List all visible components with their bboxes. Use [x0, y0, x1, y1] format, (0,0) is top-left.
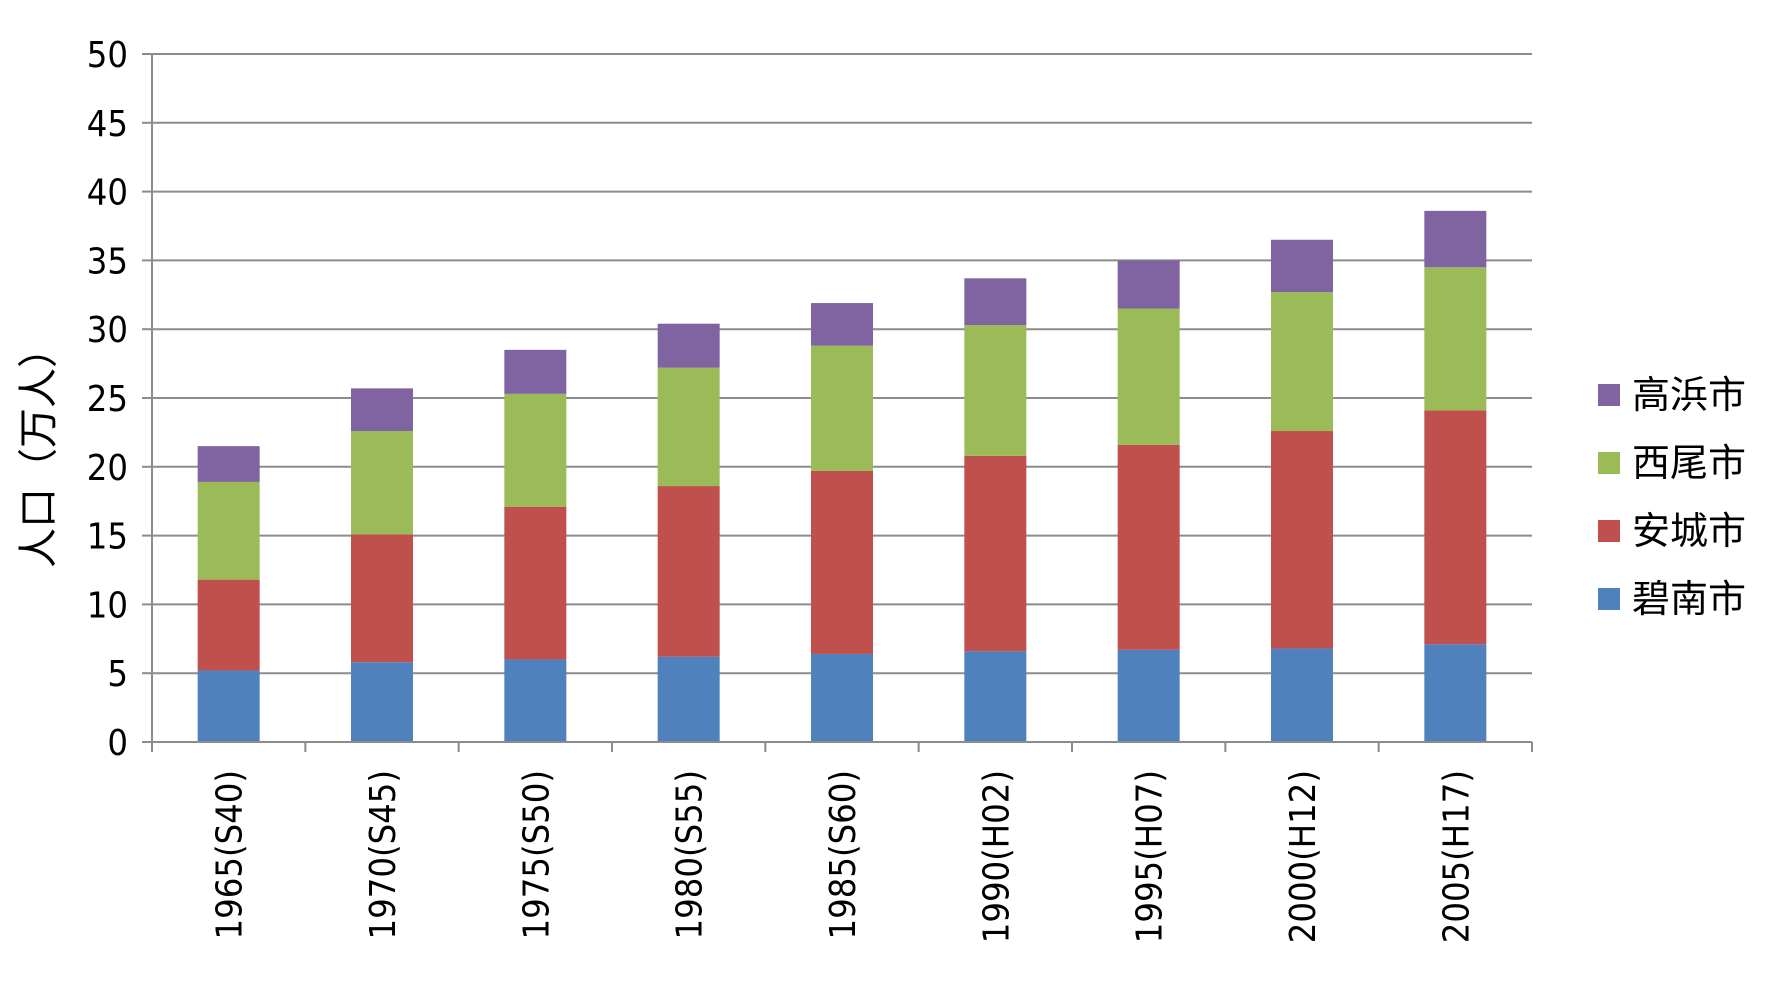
legend-swatch — [1598, 384, 1620, 406]
bar-segment — [1424, 410, 1487, 645]
bar-segment — [1424, 210, 1487, 268]
y-tick-label: 25 — [87, 379, 128, 420]
bar-segment — [197, 670, 260, 742]
bar-segment — [964, 278, 1027, 326]
legend-label: 西尾市 — [1632, 441, 1746, 485]
bar-segment — [197, 446, 260, 482]
bar-segment — [1271, 431, 1333, 649]
y-tick-label: 10 — [87, 585, 128, 626]
legend-label: 安城市 — [1632, 509, 1746, 553]
y-tick-label: 45 — [87, 104, 128, 145]
y-tick-labels: 0 5 10 15 20 25 30 35 40 45 50 — [87, 35, 128, 764]
legend-swatch — [1598, 520, 1620, 542]
y-tick-label: 30 — [87, 310, 128, 351]
axes — [142, 53, 1533, 752]
bar-segment — [1117, 649, 1180, 742]
bar-segment — [1424, 267, 1487, 411]
y-tick-label: 35 — [87, 241, 128, 282]
bar-segment — [811, 303, 873, 346]
x-category-label: 1985(S60) — [823, 770, 864, 939]
bar-segment — [1271, 239, 1333, 293]
legend-swatch — [1598, 588, 1620, 610]
bar-segment — [351, 662, 413, 742]
x-category-label: 2005(H17) — [1436, 770, 1477, 943]
x-category-label: 2000(H12) — [1283, 770, 1324, 943]
bar-segment — [964, 651, 1027, 742]
bar-segment — [504, 506, 567, 660]
x-category-label: 1965(S40) — [210, 770, 251, 939]
y-axis-title: 人口（万人） — [16, 328, 62, 568]
x-category-label: 1980(S55) — [670, 770, 711, 939]
bar-segment — [1117, 308, 1180, 445]
bar-segment — [811, 345, 873, 471]
y-tick-label: 15 — [87, 517, 128, 558]
bar-segment — [1424, 644, 1487, 742]
x-category-labels: 1965(S40) 1970(S45) 1975(S50) 1980(S55) 1985… — [210, 770, 1478, 943]
bar-segment — [197, 579, 260, 671]
y-tick-label: 20 — [87, 448, 128, 489]
x-category-label: 1995(H07) — [1130, 770, 1171, 943]
legend-label: 碧南市 — [1632, 577, 1746, 621]
bar-segment — [504, 393, 567, 507]
bar-segment — [657, 367, 720, 487]
bar-segment — [504, 349, 567, 394]
y-tick-label: 0 — [107, 723, 128, 764]
x-category-label: 1970(S45) — [363, 770, 404, 939]
bar-segment — [504, 659, 567, 742]
bar-segment — [1271, 648, 1333, 742]
bar-segment — [1117, 444, 1180, 650]
y-tick-label: 50 — [87, 35, 128, 76]
bar-segment — [351, 431, 413, 535]
bar-segment — [351, 534, 413, 663]
y-tick-label: 5 — [107, 654, 128, 695]
x-category-label: 1975(S50) — [516, 770, 557, 939]
bar-segment — [964, 325, 1027, 456]
x-category-label: 1990(H02) — [976, 770, 1017, 943]
legend-label: 高浜市 — [1632, 373, 1746, 417]
bar-segment — [657, 656, 720, 742]
bar-segment — [657, 486, 720, 657]
bar-segment — [811, 470, 873, 654]
bar-segment — [351, 388, 413, 432]
bar-segment — [1271, 292, 1333, 432]
y-tick-label: 40 — [87, 173, 128, 214]
bar-segment — [811, 653, 873, 742]
bar-segment — [1117, 260, 1180, 309]
bar-segment — [964, 455, 1027, 652]
legend-swatch — [1598, 452, 1620, 474]
bar-segment — [657, 323, 720, 368]
bars — [197, 210, 1487, 742]
bar-segment — [197, 481, 260, 580]
